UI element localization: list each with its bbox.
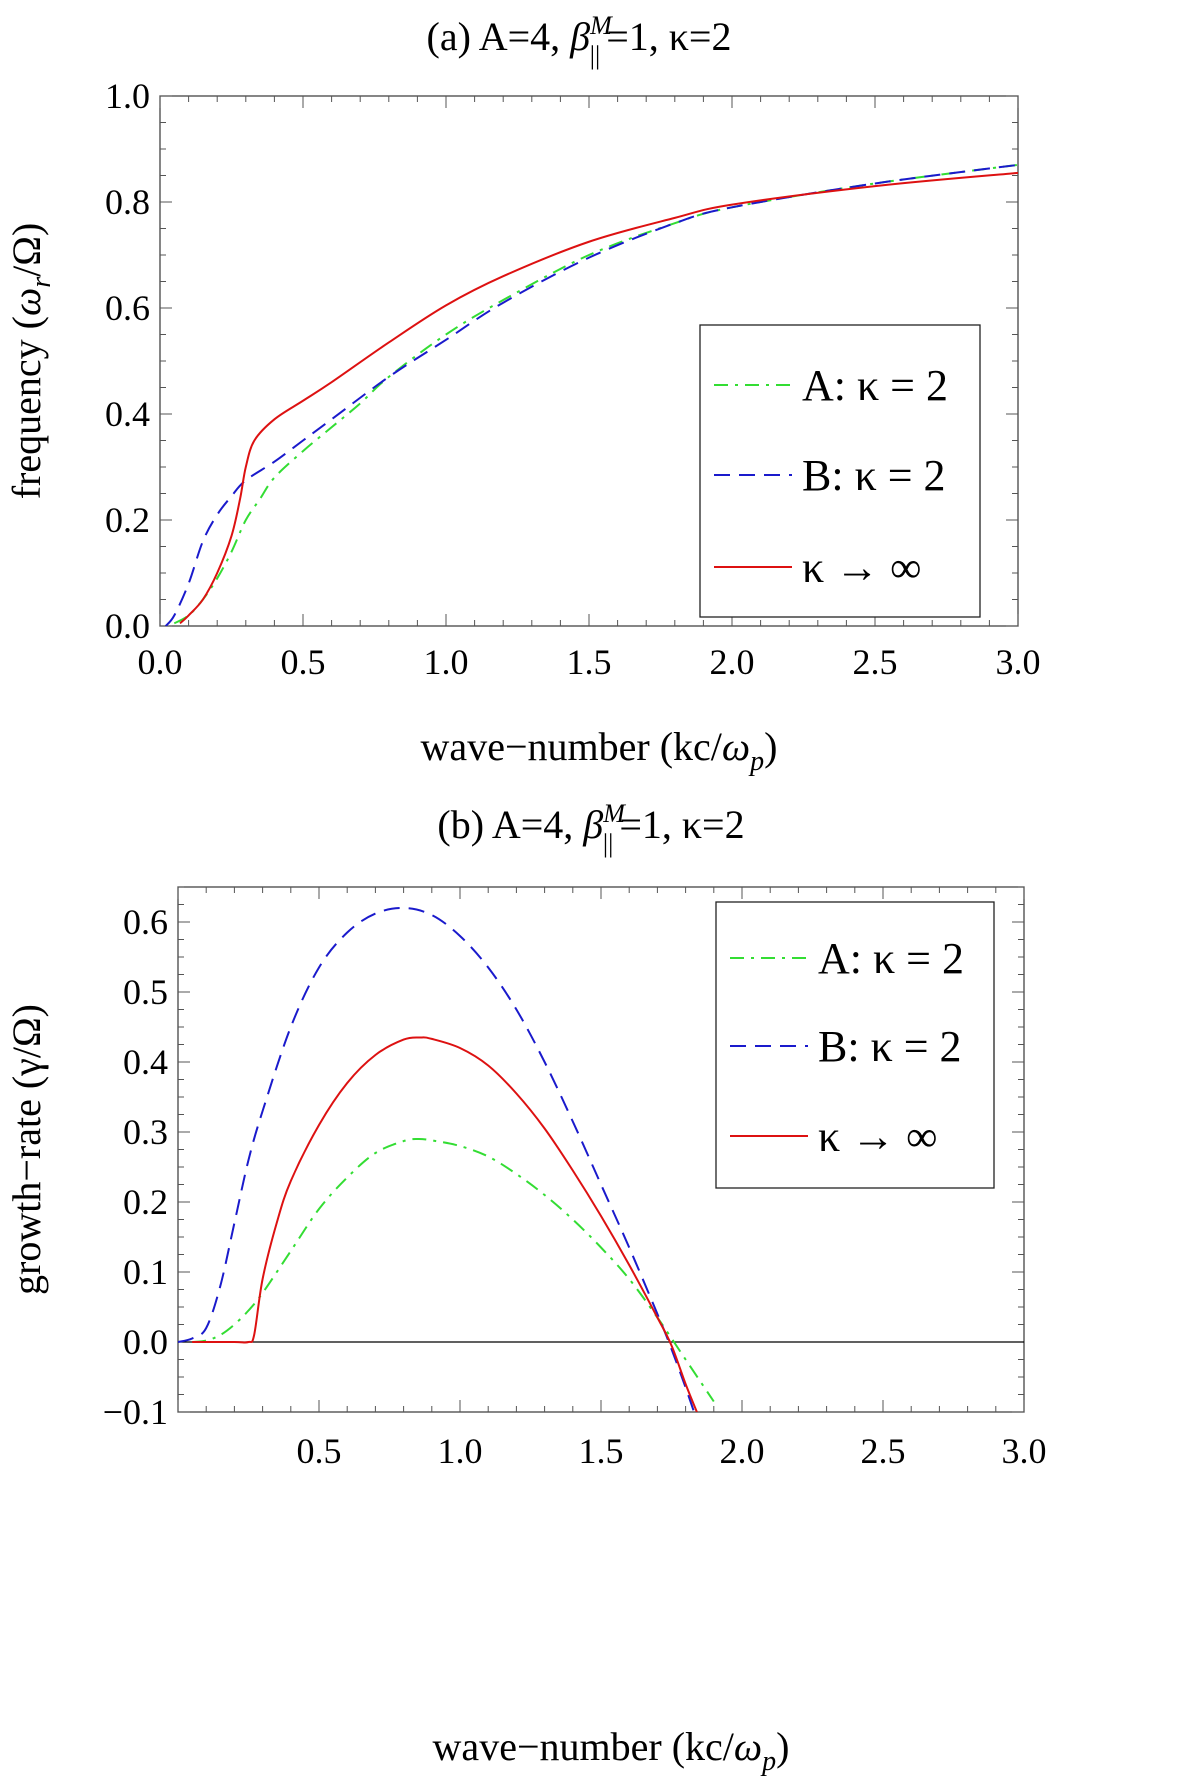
x-axis-label: wave−number (kc/ωp)	[421, 724, 778, 777]
ylabel-sub: r	[26, 277, 57, 288]
series-line-1	[173, 163, 1018, 625]
x-tick-label: 2.0	[720, 1431, 765, 1471]
ylabel-text: growth−rate (γ/Ω)	[4, 1004, 49, 1295]
y-tick-label: 1.0	[105, 76, 150, 116]
y-tick-label: 0.2	[105, 500, 150, 540]
series-line-3	[179, 171, 1018, 625]
legend-box	[699, 324, 981, 618]
xlabel-text: wave−number (kc/	[421, 724, 723, 769]
ylabel-omega: ω	[4, 288, 49, 316]
ylabel-tail: /Ω)	[4, 223, 49, 277]
y-axis-label: frequency (ωr/Ω)	[4, 223, 57, 500]
xlabel-close: )	[764, 724, 777, 769]
ylabel-text: frequency (	[4, 316, 49, 499]
xlabel-sub: p	[760, 1746, 776, 1777]
x-tick-label: 3.0	[1002, 1431, 1047, 1471]
x-tick-label: 0.0	[138, 642, 183, 682]
y-tick-label: 0.5	[123, 972, 168, 1012]
title-beta-sup: M	[589, 11, 613, 40]
title-beta-sub: ||	[603, 829, 613, 858]
series-line-1	[192, 1137, 715, 1403]
y-tick-label: 0.4	[123, 1042, 168, 1082]
title-beta-sup: M	[602, 799, 626, 828]
title-beta-sub: ||	[590, 41, 600, 70]
x-axis-label: wave−number (kc/ωp)	[433, 1724, 790, 1777]
x-tick-label: 3.0	[996, 642, 1041, 682]
xlabel-omega: ω	[722, 724, 750, 769]
chart-b: (b) A=4, βM || =1, κ=2 0.5 1.0 1.5 2.0 2.5 3.0 −0…	[4, 799, 1047, 1777]
x-tick-label: 2.5	[853, 642, 898, 682]
title-prefix: (a) A=4,	[427, 14, 571, 59]
series-line-3	[192, 1036, 698, 1412]
y-tick-label: 0.6	[123, 902, 168, 942]
title-beta: β	[582, 802, 603, 847]
x-tick-label: 1.0	[424, 642, 469, 682]
y-tick-label: 0.6	[105, 288, 150, 328]
x-tick-label: 1.0	[438, 1431, 483, 1471]
xlabel-sub: p	[748, 746, 764, 777]
x-tick-label: 2.0	[710, 642, 755, 682]
xlabel-text: wave−number (kc/	[433, 1724, 735, 1769]
title-prefix: (b) A=4,	[437, 802, 583, 847]
legend-label-3: κ → ∞	[802, 543, 922, 592]
title-beta: β	[569, 14, 590, 59]
xlabel-close: )	[776, 1724, 789, 1769]
y-tick-label: 0.0	[105, 606, 150, 646]
y-tick-label: 0.8	[105, 182, 150, 222]
x-tick-label: 1.5	[567, 642, 612, 682]
x-tick-label: 1.5	[579, 1431, 624, 1471]
legend-label-1: A: κ = 2	[802, 361, 948, 410]
y-tick-label: 0.1	[123, 1252, 168, 1292]
y-tick-label: 0.3	[123, 1112, 168, 1152]
xlabel-omega: ω	[734, 1724, 762, 1769]
x-tick-label: 0.5	[297, 1431, 342, 1471]
y-tick-label: −0.1	[103, 1392, 168, 1432]
chart-title: (b) A=4, βM || =1, κ=2	[437, 799, 744, 858]
y-tick-label: 0.0	[123, 1322, 168, 1362]
y-tick-label: 0.4	[105, 394, 150, 434]
chart-title: (a) A=4, βM || =1, κ=2	[427, 11, 732, 70]
legend-label-2: B: κ = 2	[818, 1022, 962, 1071]
legend-label-2: B: κ = 2	[802, 451, 946, 500]
title-suffix: =1, κ=2	[619, 802, 744, 847]
x-tick-label: 2.5	[861, 1431, 906, 1471]
series-line-2	[164, 163, 1018, 626]
y-tick-label: 0.2	[123, 1182, 168, 1222]
legend-label-3: κ → ∞	[818, 1112, 938, 1161]
chart-a: (a) A=4, βM || =1, κ=2 0.0 0.5 1.0 1.5 2.0 2.5 3.…	[4, 11, 1041, 777]
y-axis-label: growth−rate (γ/Ω)	[4, 1004, 49, 1295]
title-suffix: =1, κ=2	[606, 14, 731, 59]
x-tick-label: 0.5	[281, 642, 326, 682]
series-line-2	[178, 906, 696, 1412]
legend-label-1: A: κ = 2	[818, 934, 964, 983]
